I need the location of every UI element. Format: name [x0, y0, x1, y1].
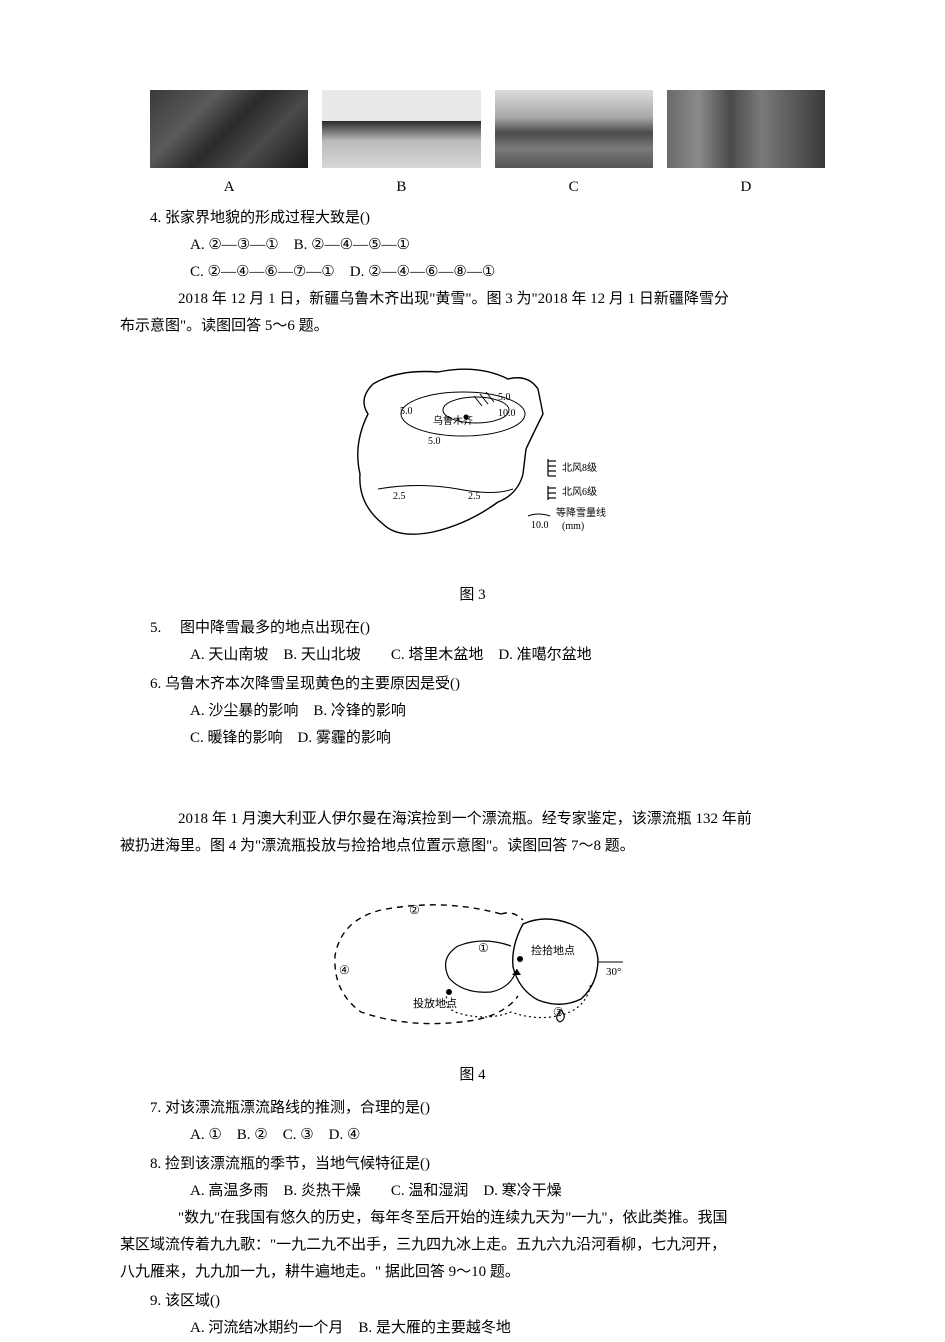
contour-v25a: 2.5 — [393, 491, 406, 502]
wind6-label: 北风6级 — [562, 486, 597, 498]
contour-legend-label: 等降雪量线 — [556, 506, 606, 519]
intro-56-line1: 2018 年 12 月 1 日，新疆乌鲁木齐出现"黄雪"。图 3 为"2018 … — [120, 286, 825, 313]
image-b-dune — [322, 90, 480, 168]
dotted-path — [446, 982, 591, 1018]
q9-text: 9. 该区域() — [120, 1288, 825, 1315]
q4-options-ab: A. ②—③—① B. ②—④—⑤—① — [120, 232, 825, 259]
image-label-a: A — [150, 174, 308, 201]
marker-3: ③ — [553, 1005, 564, 1019]
lat-label: 30° — [606, 966, 621, 978]
q5-options: A. 天山南坡 B. 天山北坡 C. 塔里木盆地 D. 准噶尔盆地 — [120, 642, 825, 669]
image-c-karst — [495, 90, 653, 168]
legend-wind8: 北风8级 — [548, 459, 597, 476]
urumqi-label: 乌鲁木齐 — [433, 414, 473, 427]
image-a-canyon — [150, 90, 308, 168]
image-label-d: D — [667, 174, 825, 201]
drop-label: 投放地点 — [413, 996, 457, 1010]
figure-4-caption: 图 4 — [120, 1062, 825, 1089]
legend-contour: 10.0 等降雪量线 (mm) — [528, 506, 606, 532]
marker-1: ① — [478, 941, 489, 955]
pickup-label: 捡拾地点 — [531, 943, 575, 957]
q9-options-ab: A. 河流结冰期约一个月 B. 是大雁的主要越冬地 — [120, 1315, 825, 1342]
contour-v5a: 5.0 — [400, 406, 413, 417]
marker-4: ④ — [339, 963, 350, 977]
q8-options: A. 高温多雨 B. 炎热干燥 C. 温和湿润 D. 寒冷干燥 — [120, 1178, 825, 1205]
contour-v10a: 10.0 — [498, 408, 516, 419]
drop-point — [446, 989, 452, 995]
xinjiang-map: 乌鲁木齐 5.0 5.0 10.0 5.0 2.5 2.5 北风8级 — [338, 354, 608, 564]
q6-options-ab: A. 沙尘暴的影响 B. 冷锋的影响 — [120, 698, 825, 725]
australia-outline — [512, 919, 597, 1004]
xinjiang-outline-path — [357, 369, 542, 534]
landform-images-row — [120, 90, 825, 168]
q5-text: 5. 图中降雪最多的地点出现在() — [120, 615, 825, 642]
q7-options: A. ① B. ② C. ③ D. ④ — [120, 1122, 825, 1149]
contour-v25b: 2.5 — [468, 491, 481, 502]
contour-v5b: 5.0 — [498, 392, 511, 403]
intro-910-line3: 八九雁来，九九加一九，耕牛遍地走。" 据此回答 9～10 题。 — [120, 1259, 825, 1286]
q6-options-cd: C. 暖锋的影响 D. 雾霾的影响 — [120, 725, 825, 752]
marker-2: ② — [409, 903, 420, 917]
intro-910-line1: "数九"在我国有悠久的历史，每年冬至后开始的连续九天为"一九"，依此类推。我国 — [120, 1205, 825, 1232]
intro-78-line2: 被扔进海里。图 4 为"漂流瓶投放与捡拾地点位置示意图"。读图回答 7～8 题。 — [120, 833, 825, 860]
intro-78-line1: 2018 年 1 月澳大利亚人伊尔曼在海滨捡到一个漂流瓶。经专家鉴定，该漂流瓶 … — [120, 806, 825, 833]
image-d-cliff — [667, 90, 825, 168]
contour-v5c: 5.0 — [428, 436, 441, 447]
indian-ocean-map: 投放地点 捡拾地点 30° ① ② ③ ④ — [313, 874, 633, 1044]
intro-56-line2: 布示意图"。读图回答 5～6 题。 — [120, 313, 825, 340]
image-label-b: B — [322, 174, 480, 201]
legend-val: 10.0 — [531, 520, 549, 531]
figure-3-container: 乌鲁木齐 5.0 5.0 10.0 5.0 2.5 2.5 北风8级 — [120, 354, 825, 574]
q4-options-cd: C. ②—④—⑥—⑦—① D. ②—④—⑥—⑧—① — [120, 259, 825, 286]
figure-4-container: 投放地点 捡拾地点 30° ① ② ③ ④ — [120, 874, 825, 1054]
gyre-dashed-ne — [501, 913, 523, 920]
wind8-label: 北风8级 — [562, 462, 597, 474]
legend-wind6: 北风6级 — [548, 486, 597, 500]
pickup-point — [517, 956, 523, 962]
q6-text: 6. 乌鲁木齐本次降雪呈现黄色的主要原因是受() — [120, 671, 825, 698]
q7-text: 7. 对该漂流瓶漂流路线的推测，合理的是() — [120, 1095, 825, 1122]
q8-text: 8. 捡到该漂流瓶的季节，当地气候特征是() — [120, 1151, 825, 1178]
image-label-c: C — [495, 174, 653, 201]
figure-3-caption: 图 3 — [120, 582, 825, 609]
image-labels-row: A B C D — [120, 174, 825, 201]
intro-910-line2: 某区域流传着九九歌："一九二九不出手，三九四九冰上走。五九六九沿河看柳，七九河开… — [120, 1232, 825, 1259]
q4-text: 4. 张家界地貌的形成过程大致是() — [120, 205, 825, 232]
contour-unit: (mm) — [562, 521, 584, 532]
